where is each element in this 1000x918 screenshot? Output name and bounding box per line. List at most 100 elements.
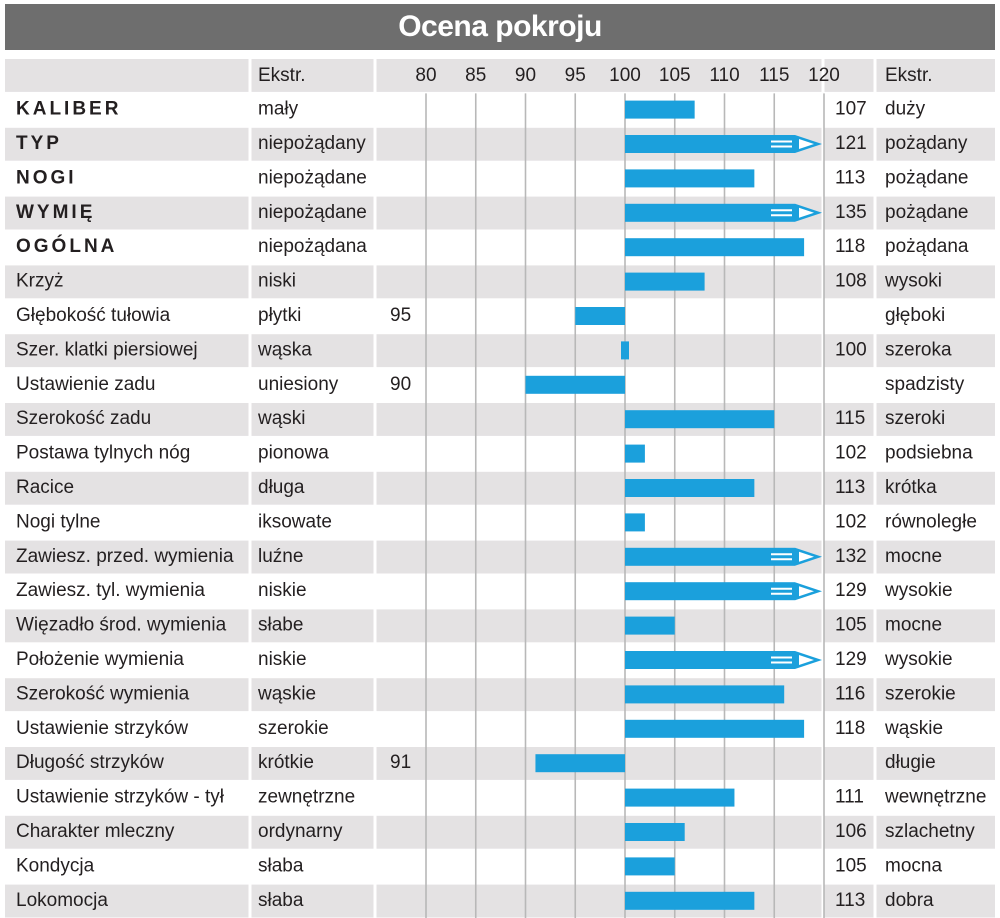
low-extreme-label: niskie	[258, 649, 307, 670]
low-extreme-label: niepożądana	[258, 236, 367, 257]
column-separator	[248, 59, 252, 918]
row-bg	[5, 265, 995, 299]
low-extreme-label: mały	[258, 99, 299, 120]
high-extreme-label: wąskie	[884, 718, 943, 739]
bar	[625, 788, 735, 807]
chart-title: Ocena pokroju	[5, 4, 995, 50]
trait-label: WYMIĘ	[16, 202, 95, 223]
row-bg	[5, 334, 995, 368]
low-extreme-label: ordynarny	[258, 821, 343, 842]
bar	[625, 169, 755, 188]
trait-label: Lokomocja	[16, 890, 108, 911]
high-extreme-label: wewnętrzne	[884, 787, 986, 808]
high-extreme-label: wysokie	[884, 649, 953, 670]
high-extreme-label: podsiebna	[885, 443, 973, 464]
bar	[625, 272, 705, 291]
bar	[575, 307, 625, 325]
column-separator	[873, 59, 877, 918]
row-bg	[5, 162, 995, 196]
x-tick-label: 80	[415, 65, 436, 86]
bar	[535, 754, 625, 773]
bar	[625, 719, 805, 738]
trait-label: Głębokość tułowia	[16, 305, 171, 326]
value-label: 105	[835, 855, 867, 876]
column-separator	[373, 59, 377, 918]
high-extreme-label: szerokie	[885, 683, 956, 704]
high-extreme-label: duży	[885, 99, 926, 120]
row-backgrounds	[5, 59, 995, 918]
row-bg	[5, 575, 995, 608]
bar	[625, 582, 795, 601]
high-extreme-label: dobra	[885, 890, 934, 911]
bar	[625, 891, 755, 910]
high-extreme-label: wysokie	[884, 580, 953, 601]
right-extreme-header: Ekstr.	[885, 65, 933, 86]
bar	[525, 375, 625, 394]
high-extreme-label: pożądane	[885, 202, 968, 223]
x-tick-label: 90	[515, 65, 536, 86]
bar	[625, 513, 645, 532]
row-bg	[5, 93, 995, 127]
low-extreme-label: słaba	[258, 890, 304, 911]
low-extreme-label: iksowate	[258, 511, 332, 532]
value-label: 115	[835, 408, 865, 429]
value-label: 111	[835, 787, 864, 808]
row-bg	[5, 471, 995, 505]
value-label: 106	[835, 821, 867, 842]
value-label: 113	[835, 167, 865, 188]
value-label: 95	[390, 305, 411, 326]
bar	[625, 238, 805, 257]
low-extreme-label: luźne	[258, 546, 303, 567]
low-extreme-label: zewnętrzne	[258, 787, 355, 808]
value-label: 113	[835, 477, 865, 498]
row-bg	[5, 299, 995, 333]
row-bg	[5, 506, 995, 540]
trait-label: OGÓLNA	[16, 235, 117, 257]
row-bg	[5, 643, 995, 677]
bar	[625, 685, 785, 704]
value-label: 102	[835, 443, 867, 464]
trait-label: Długość strzyków	[16, 752, 164, 773]
overflow-arrow-inner	[799, 551, 814, 562]
low-extreme-label: uniesiony	[258, 374, 339, 395]
row-bg	[5, 127, 995, 161]
row-bg	[5, 781, 995, 815]
x-tick-label: 85	[465, 65, 486, 86]
trait-label: Szerokość wymienia	[16, 683, 190, 704]
high-extreme-label: mocna	[885, 855, 942, 876]
row-bg	[5, 747, 995, 780]
value-label: 129	[835, 649, 867, 670]
value-label: 108	[835, 271, 867, 292]
bar	[621, 341, 629, 360]
value-label: 118	[835, 718, 865, 739]
trait-label: Krzyż	[16, 271, 64, 292]
row-bg	[5, 368, 995, 402]
low-extreme-label: niskie	[258, 580, 307, 601]
low-extreme-label: niepożądany	[258, 133, 366, 154]
bar	[625, 651, 795, 669]
high-extreme-label: wysoki	[884, 271, 942, 292]
value-label: 132	[835, 546, 867, 567]
bar	[625, 203, 795, 222]
low-extreme-label: niepożądane	[258, 202, 367, 223]
trait-label: KALIBER	[16, 99, 121, 120]
trait-label: Szer. klatki piersiowej	[16, 339, 198, 360]
bar	[625, 616, 675, 635]
high-extreme-label: pożądany	[885, 133, 968, 154]
bar	[625, 479, 755, 497]
overflow-arrow-inner	[799, 207, 814, 218]
bar	[625, 444, 645, 463]
low-extreme-label: krótkie	[258, 752, 314, 773]
bars	[525, 100, 822, 910]
x-tick-label: 100	[609, 65, 641, 86]
high-extreme-label: mocne	[885, 546, 942, 567]
column-separator	[821, 59, 825, 918]
bar	[625, 823, 685, 841]
row-bg	[5, 437, 995, 471]
value-label: 129	[835, 580, 867, 601]
trait-label: Kondycja	[16, 855, 95, 876]
overflow-arrow-inner	[799, 139, 814, 149]
value-label: 90	[390, 374, 411, 395]
row-bg	[5, 196, 995, 230]
row-bg	[5, 403, 995, 436]
